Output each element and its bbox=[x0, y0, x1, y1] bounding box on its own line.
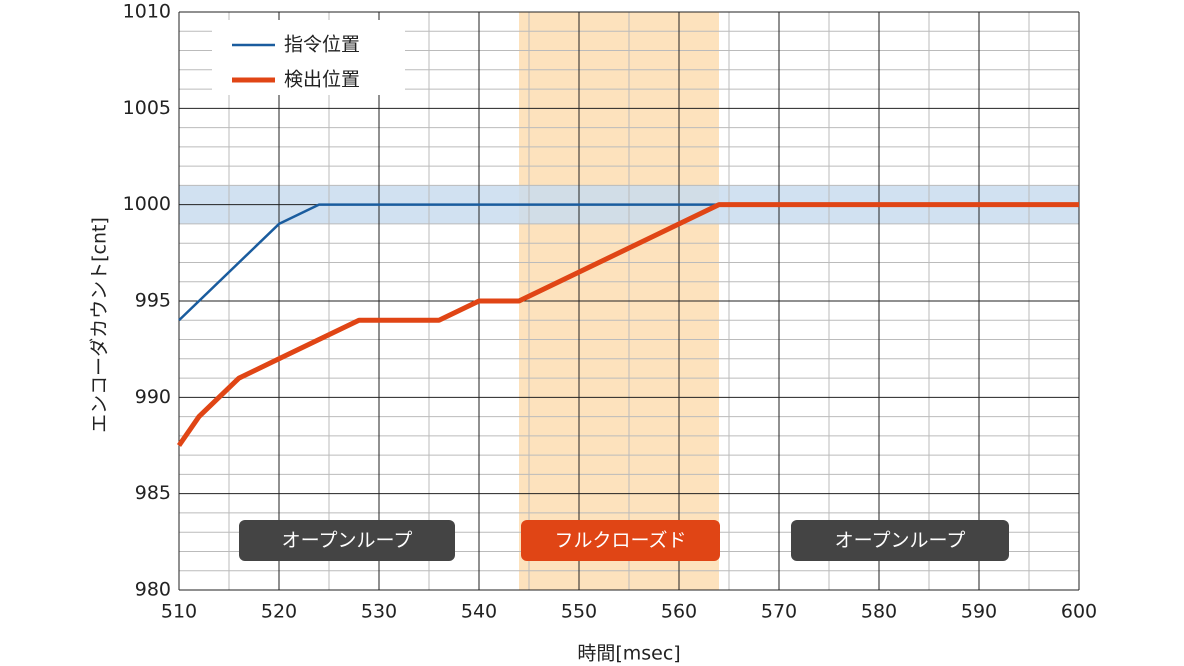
x-tick-label: 530 bbox=[361, 601, 397, 623]
y-tick-label: 1000 bbox=[123, 193, 171, 215]
x-tick-label: 510 bbox=[161, 601, 197, 623]
region-label: オープンループ bbox=[282, 530, 413, 552]
legend-label: 指令位置 bbox=[284, 34, 360, 56]
y-tick-label: 1005 bbox=[123, 97, 171, 119]
x-tick-label: 540 bbox=[461, 601, 497, 623]
x-axis-label: 時間[msec] bbox=[577, 643, 680, 665]
y-tick-label: 995 bbox=[135, 290, 171, 312]
x-tick-label: 550 bbox=[561, 601, 597, 623]
x-tick-label: 520 bbox=[261, 601, 297, 623]
series-line bbox=[176, 202, 1079, 447]
y-axis-label: エンコーダカウント[cnt] bbox=[89, 217, 111, 433]
region-label: フルクローズド bbox=[554, 530, 686, 552]
region-box bbox=[239, 520, 455, 561]
region-label: オープンループ bbox=[835, 530, 966, 552]
y-tick-label: 980 bbox=[135, 579, 171, 601]
x-tick-label: 570 bbox=[761, 601, 797, 623]
y-tick-label: 990 bbox=[135, 386, 171, 408]
series-line bbox=[178, 203, 719, 322]
region-box bbox=[521, 520, 720, 561]
x-tick-label: 600 bbox=[1061, 601, 1097, 623]
x-tick-label: 590 bbox=[961, 601, 997, 623]
y-tick-label: 1010 bbox=[123, 1, 171, 23]
region-box bbox=[791, 520, 1009, 561]
y-tick-label: 985 bbox=[135, 482, 171, 504]
x-tick-label: 560 bbox=[661, 601, 697, 623]
x-tick-label: 580 bbox=[861, 601, 897, 623]
legend-label: 検出位置 bbox=[284, 69, 360, 91]
